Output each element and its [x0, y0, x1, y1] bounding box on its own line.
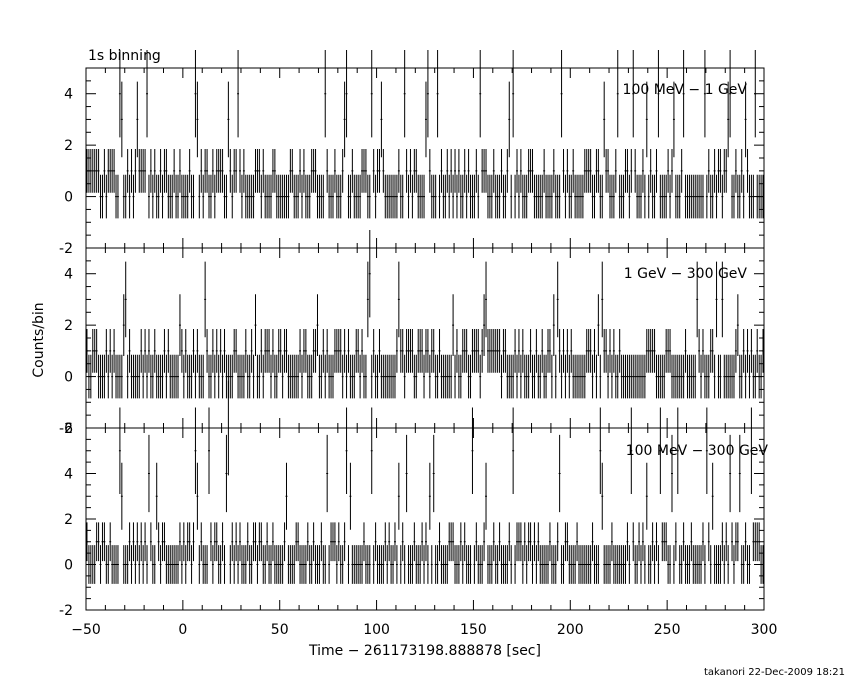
y-tick-label: 0 — [64, 190, 73, 206]
panel-3: -2 0 2 4 6 100 MeV − 300 GeV — [59, 380, 769, 619]
panel-label-1: 100 MeV − 1 GeV — [623, 82, 748, 98]
y-tick-label: 4 — [64, 87, 73, 103]
y-tick-label: 2 — [64, 512, 73, 528]
y-tick-label: 4 — [64, 467, 73, 483]
series-panel-1 — [86, 50, 764, 219]
y-tick-label: 4 — [64, 267, 73, 283]
light-curve-series-2 — [86, 230, 764, 399]
y-tick-label: -2 — [59, 241, 73, 257]
panel-label-2: 1 GeV − 300 GeV — [624, 266, 748, 282]
light-curve-series-3 — [86, 380, 764, 584]
x-axis: −50 0 50 100 150 200 250 300 — [71, 622, 777, 638]
panel-frame-3 — [85, 427, 765, 611]
panel-label-3: 100 MeV − 300 GeV — [626, 443, 769, 459]
x-tick-label: 200 — [557, 622, 584, 638]
x-axis-label: Time − 261173198.888878 [sec] — [308, 643, 541, 659]
y-tick-label: -2 — [59, 421, 73, 437]
y-tick-label: 6 — [64, 421, 73, 437]
footer-stamp: takanori 22-Dec-2009 18:21 — [704, 667, 845, 678]
x-tick-label: −50 — [71, 622, 101, 638]
y-tick-label: 0 — [64, 370, 73, 386]
y-tick-label: 2 — [64, 138, 73, 154]
x-tick-label: 50 — [271, 622, 289, 638]
chart-title: 1s binning — [88, 48, 161, 64]
y-tick-label: -2 — [59, 603, 73, 619]
x-tick-label: 0 — [178, 622, 187, 638]
y-tick-label: 0 — [64, 558, 73, 574]
y-tick-label: 2 — [64, 318, 73, 334]
x-tick-label: 100 — [363, 622, 390, 638]
x-tick-label: 250 — [654, 622, 681, 638]
light-curve-series-1 — [86, 50, 764, 219]
x-tick-label: 150 — [460, 622, 487, 638]
series-panel-2 — [86, 230, 764, 399]
series-panel-3 — [86, 380, 764, 584]
y-axis-label: Counts/bin — [31, 302, 47, 377]
panel-1: -2 0 2 4 100 MeV − 1 GeV — [59, 50, 765, 257]
panel-2: -2 0 2 4 1 GeV − 300 GeV — [59, 230, 765, 437]
x-tick-label: 300 — [751, 622, 778, 638]
